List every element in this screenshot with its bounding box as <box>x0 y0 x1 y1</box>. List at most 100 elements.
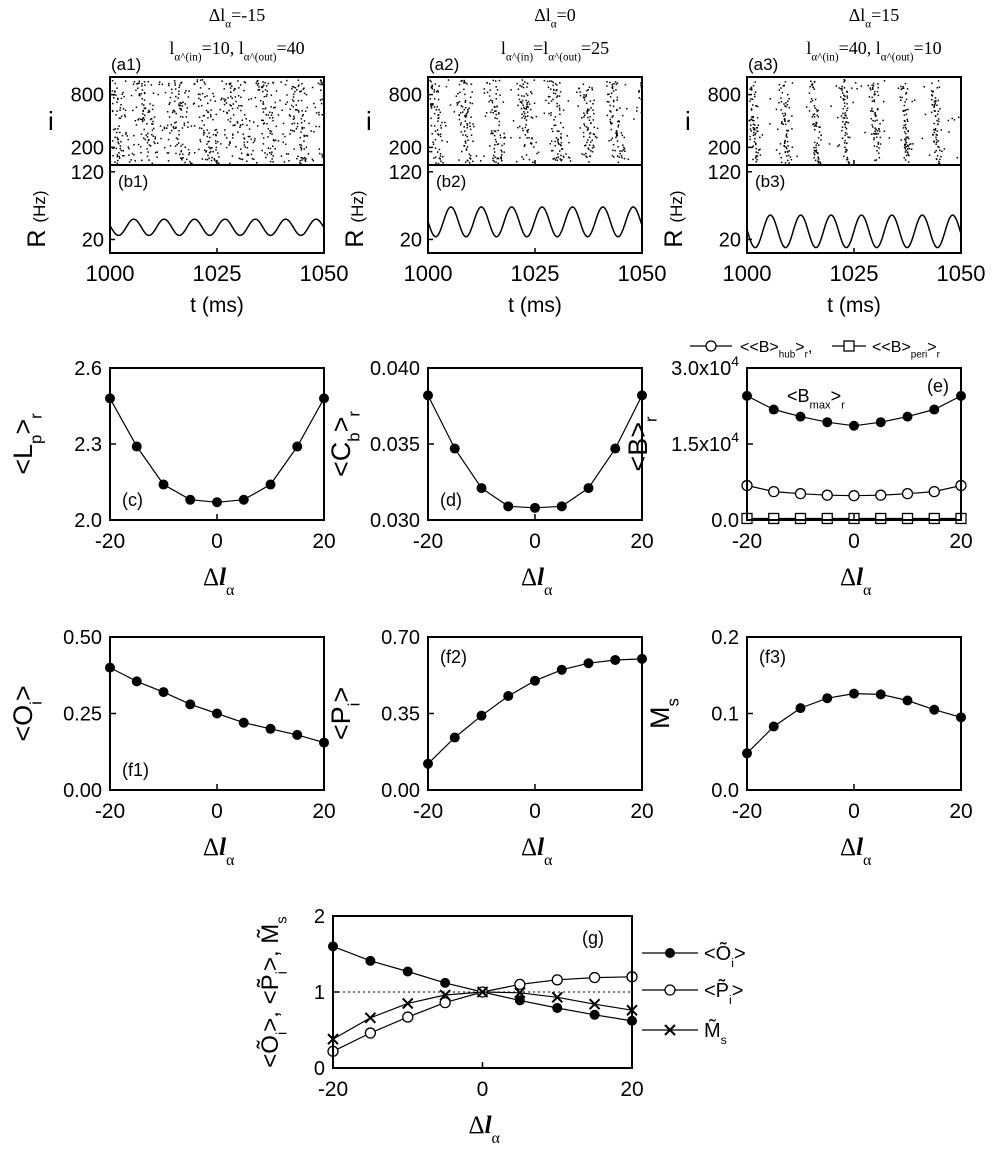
spike-dot <box>843 94 845 97</box>
spike-dot <box>555 96 558 98</box>
spike-dot <box>535 141 537 144</box>
spike-dot <box>912 143 914 145</box>
spike-dot <box>578 87 580 90</box>
spike-dot <box>154 136 156 138</box>
spike-dot <box>144 107 147 110</box>
legend-label: <P̃i> <box>704 979 743 1007</box>
spike-dot <box>143 104 145 106</box>
spike-dot <box>817 137 820 139</box>
spike-dot <box>317 82 320 85</box>
spike-dot <box>525 124 527 126</box>
spike-dot <box>556 84 558 86</box>
spike-dot <box>783 118 786 120</box>
x-tick-label: -20 <box>318 1078 348 1101</box>
spike-dot <box>552 81 554 83</box>
spike-dot <box>116 162 119 165</box>
spike-dot <box>750 86 753 89</box>
spike-dot <box>293 115 295 118</box>
spike-dot <box>297 85 300 88</box>
spike-dot <box>469 125 471 128</box>
spike-dot <box>223 103 226 106</box>
spike-dot <box>583 124 586 127</box>
spike-dot <box>815 108 818 111</box>
spike-dot <box>527 100 530 103</box>
spike-dot <box>441 121 443 124</box>
spike-dot <box>299 159 301 162</box>
spike-dot <box>262 101 264 103</box>
spike-dot <box>305 134 307 137</box>
data-point <box>583 483 594 494</box>
spike-dot <box>494 156 496 158</box>
spike-dot <box>270 153 273 155</box>
data-point <box>402 1011 414 1023</box>
spike-dot <box>754 91 757 93</box>
spike-dot <box>291 123 293 125</box>
panel-label: (e) <box>927 376 949 396</box>
data-point <box>238 717 249 728</box>
spike-dot <box>144 114 146 117</box>
spike-dot <box>468 153 471 156</box>
spike-dot <box>255 105 257 108</box>
spike-dot <box>903 138 906 140</box>
spike-dot <box>152 123 154 125</box>
spike-dot <box>285 143 287 145</box>
y-axis-label: <Õi>, <P̃i>, M̃s <box>256 916 290 1067</box>
spike-dot <box>584 114 586 116</box>
spike-dot <box>596 136 598 139</box>
spike-dot <box>469 128 472 131</box>
spike-dot <box>152 135 154 137</box>
spike-dot <box>475 155 478 157</box>
spike-dot <box>271 151 273 153</box>
spike-dot <box>938 86 941 88</box>
spike-dot <box>753 93 756 96</box>
spike-dot <box>180 150 183 152</box>
spike-dot <box>900 99 902 101</box>
spike-dot <box>525 115 527 118</box>
spike-dot <box>617 161 620 164</box>
spike-dot <box>435 162 437 164</box>
spike-dot <box>524 81 526 83</box>
spike-dot <box>847 136 849 138</box>
spike-dot <box>791 115 793 117</box>
spike-dot <box>907 137 910 140</box>
spike-dot <box>519 84 521 87</box>
spike-dot <box>266 85 268 87</box>
spike-dot <box>750 108 753 110</box>
spike-dot <box>299 136 301 139</box>
spike-dot <box>640 84 642 87</box>
spike-dot <box>784 162 787 164</box>
spike-dot <box>615 136 617 139</box>
spike-dot <box>261 149 263 152</box>
spike-dot <box>204 96 206 98</box>
spike-dot <box>846 149 848 152</box>
spike-dot <box>522 104 524 106</box>
spike-dot <box>132 109 134 112</box>
spike-dot <box>179 115 182 118</box>
spike-dot <box>435 156 437 158</box>
data-point <box>514 978 526 991</box>
spike-dot <box>780 101 783 103</box>
spike-dot <box>617 120 619 123</box>
spike-dot <box>166 124 169 127</box>
spike-dot <box>908 147 911 150</box>
spike-dot <box>939 158 941 161</box>
y-tick-label: 200 <box>389 137 422 159</box>
spike-dot <box>867 84 869 87</box>
data-point <box>552 1002 563 1013</box>
spike-dot <box>588 119 591 121</box>
rate-curve <box>427 206 643 238</box>
spike-dot <box>243 138 246 140</box>
spike-dot <box>206 129 209 131</box>
panel-label: (a3) <box>748 55 778 74</box>
spike-dot <box>294 87 297 89</box>
spike-dot <box>521 117 523 119</box>
spike-dot <box>934 104 936 106</box>
spike-dot <box>588 109 590 111</box>
spike-dot <box>784 151 787 153</box>
data-point <box>902 411 913 422</box>
spike-dot <box>232 134 234 136</box>
spike-dot <box>237 80 239 82</box>
spike-dot <box>788 162 790 164</box>
spike-dot <box>913 99 916 101</box>
